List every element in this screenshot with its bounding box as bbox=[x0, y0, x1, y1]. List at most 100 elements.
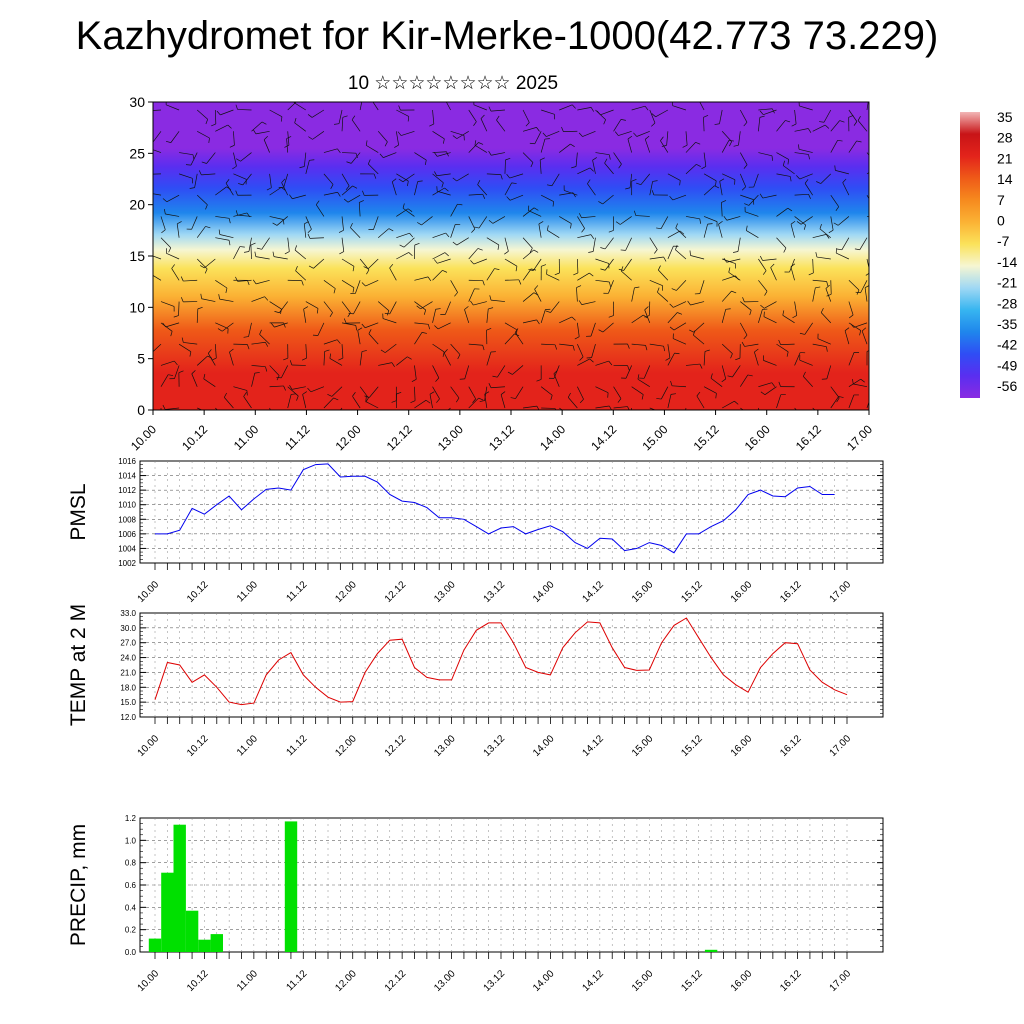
wind-barb bbox=[432, 309, 437, 323]
wind-barb bbox=[365, 279, 379, 287]
wind-barb bbox=[437, 152, 451, 157]
wind-barb-flag bbox=[217, 328, 223, 332]
wind-barb bbox=[522, 292, 535, 302]
wind-barb bbox=[721, 290, 732, 302]
wind-barb-flag bbox=[820, 307, 824, 313]
y-tick-label: 1014 bbox=[118, 472, 136, 481]
wind-barb bbox=[197, 407, 203, 410]
wind-barb-flag bbox=[718, 220, 723, 225]
wind-barb-flag bbox=[618, 268, 624, 271]
wind-barb bbox=[515, 386, 524, 399]
wind-barb bbox=[764, 301, 777, 309]
wind-barb-flag bbox=[715, 180, 717, 186]
wind-barb bbox=[522, 319, 537, 324]
cross-section-y-axis: 0 5 10 15 20 25 30 bbox=[129, 94, 153, 418]
wind-barb-flag bbox=[435, 308, 441, 310]
wind-barb bbox=[286, 138, 289, 153]
wind-barb bbox=[261, 237, 270, 250]
wind-barb bbox=[640, 173, 651, 185]
wind-barb-flag bbox=[355, 153, 358, 159]
wind-barb-flag bbox=[854, 248, 860, 251]
wind-barb-flag bbox=[389, 263, 394, 269]
wind-barb-flag bbox=[243, 336, 249, 338]
x-tick-label: 15.12 bbox=[679, 968, 705, 994]
wind-barb bbox=[450, 224, 456, 238]
wind-barb-flag bbox=[423, 309, 426, 315]
wind-barb-flag bbox=[654, 249, 658, 254]
wind-barb-flag bbox=[351, 115, 356, 121]
wind-barb bbox=[762, 194, 777, 199]
wind-barb bbox=[649, 343, 664, 347]
wind-barb bbox=[229, 351, 234, 366]
wind-barb bbox=[676, 280, 687, 291]
wind-barb-flag bbox=[703, 115, 709, 118]
wind-barb bbox=[830, 386, 840, 399]
wind-barb-flag bbox=[677, 312, 683, 315]
x-tick-label: 10.12 bbox=[185, 733, 211, 759]
wind-barb-flag bbox=[329, 312, 333, 318]
wind-barb-flag bbox=[471, 228, 476, 233]
wind-barb bbox=[667, 245, 674, 260]
wind-barb-flag bbox=[208, 137, 210, 144]
wind-barb bbox=[592, 237, 596, 252]
wind-barb bbox=[305, 216, 312, 230]
wind-barb-flag bbox=[281, 178, 286, 183]
wind-barb bbox=[758, 258, 767, 271]
wind-barb-flag bbox=[434, 171, 438, 176]
y-tick-label: 20 bbox=[129, 197, 145, 213]
wind-barb-flag bbox=[409, 232, 414, 238]
wind-barb-flag bbox=[307, 114, 313, 118]
wind-barb bbox=[804, 322, 813, 335]
wind-barb bbox=[559, 192, 574, 196]
wind-barb bbox=[396, 232, 410, 239]
x-tick-label: 11.12 bbox=[282, 422, 313, 453]
wind-barb-flag bbox=[848, 314, 854, 319]
wind-barb-flag bbox=[515, 266, 518, 272]
colorbar-label: -7 bbox=[997, 233, 1010, 249]
wind-barb bbox=[490, 109, 505, 112]
wind-barb bbox=[631, 105, 646, 111]
x-tick-label: 13.12 bbox=[486, 422, 517, 453]
wind-barb bbox=[800, 216, 813, 225]
wind-barb-flag bbox=[457, 203, 463, 206]
wind-barb bbox=[546, 130, 560, 137]
wind-barb-flag bbox=[280, 116, 283, 122]
wind-barb bbox=[206, 152, 216, 164]
x-tick-label: 14.12 bbox=[581, 579, 607, 605]
x-tick-label: 14.00 bbox=[537, 422, 568, 453]
wind-barb-flag bbox=[529, 247, 533, 253]
wind-barb-flag bbox=[637, 374, 640, 380]
wind-barb-flag bbox=[679, 180, 681, 186]
chart-subtitle: 10 ☆☆☆☆☆☆☆☆ 2025 bbox=[347, 73, 559, 94]
wind-barb bbox=[287, 102, 297, 111]
precip-bar bbox=[198, 939, 211, 952]
wind-barb bbox=[853, 322, 868, 328]
wind-barb bbox=[848, 394, 855, 409]
wind-barb-flag bbox=[741, 341, 745, 347]
wind-barb-flag bbox=[301, 357, 307, 361]
wind-barb-flag bbox=[534, 285, 539, 290]
wind-barb-flag bbox=[429, 123, 435, 127]
wind-barb-flag bbox=[589, 167, 594, 172]
wind-barb bbox=[758, 309, 763, 323]
wind-barb bbox=[269, 385, 284, 388]
x-tick-label: 11.12 bbox=[284, 733, 309, 758]
wind-barb-flag bbox=[730, 353, 733, 359]
wind-barb-flag bbox=[433, 259, 438, 264]
wind-barb-flag bbox=[474, 226, 480, 229]
colorbar-label: 21 bbox=[997, 150, 1013, 166]
wind-barb bbox=[341, 322, 356, 326]
wind-barb bbox=[178, 301, 180, 316]
wind-barb-flag bbox=[348, 312, 354, 315]
wind-barb bbox=[251, 296, 265, 302]
y-tick-label: 21.0 bbox=[120, 668, 136, 677]
wind-barb bbox=[153, 255, 162, 260]
wind-barb-flag bbox=[661, 144, 667, 147]
wind-barb bbox=[444, 301, 451, 315]
wind-barb bbox=[377, 131, 388, 143]
wind-barb bbox=[783, 165, 795, 175]
wind-barb-flag bbox=[608, 315, 614, 318]
wind-barb-flag bbox=[391, 362, 395, 368]
wind-barb bbox=[359, 386, 369, 399]
